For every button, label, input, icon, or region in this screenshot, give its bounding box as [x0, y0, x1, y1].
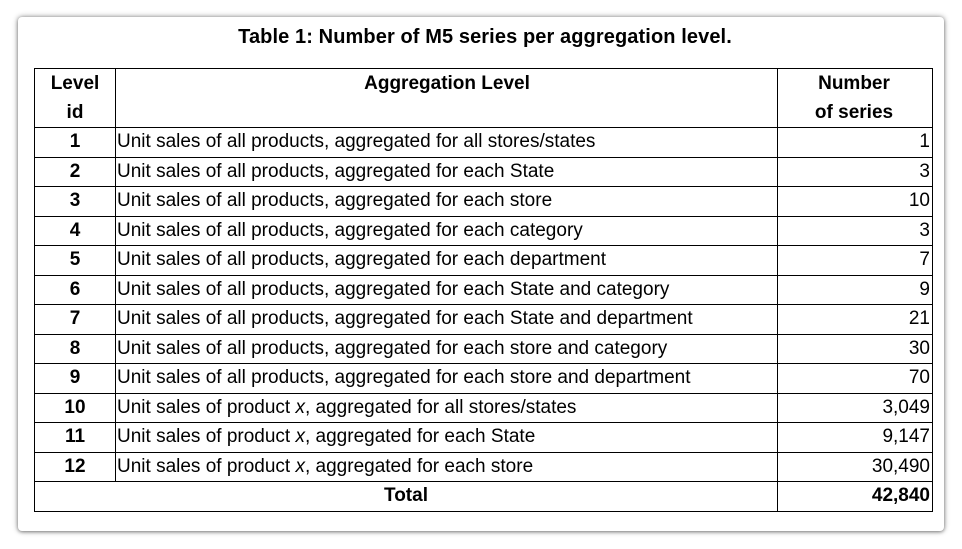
aggregation-level-cell: Unit sales of all products, aggregated f…	[115, 186, 778, 217]
table-row: 10 Unit sales of product x, aggregated fo…	[34, 392, 933, 423]
aggregation-text-suffix: , aggregated for each State	[304, 426, 536, 448]
aggregation-level-cell: Unit sales of all products, aggregated f…	[115, 363, 778, 394]
level-id-cell: 8	[34, 333, 116, 364]
series-count-cell: 1	[777, 127, 933, 158]
series-count-cell: 3	[777, 215, 933, 246]
level-id-cell: 12	[34, 451, 116, 482]
level-id-cell: 10	[34, 392, 116, 423]
aggregation-text: Unit sales of product	[117, 396, 296, 418]
aggregation-text: Unit sales of all products, aggregated f…	[117, 367, 691, 389]
level-id-cell: 7	[34, 304, 116, 335]
series-count-cell: 3,049	[777, 392, 933, 423]
series-count-cell: 3	[777, 156, 933, 187]
aggregation-text: Unit sales of all products, aggregated f…	[117, 190, 553, 212]
level-id-cell: 11	[34, 422, 116, 453]
aggregation-text-suffix: , aggregated for each store	[304, 455, 534, 477]
level-id-cell: 4	[34, 215, 116, 246]
aggregation-text: Unit sales of all products, aggregated f…	[117, 219, 583, 241]
header-level-id: Level id	[34, 68, 116, 128]
table-row: 12 Unit sales of product x, aggregated fo…	[34, 451, 933, 482]
aggregation-text: Unit sales of product	[117, 455, 296, 477]
aggregation-level-cell: Unit sales of all products, aggregated f…	[115, 274, 778, 305]
aggregation-level-cell: Unit sales of product x, aggregated for …	[115, 422, 778, 453]
level-id-cell: 3	[34, 186, 116, 217]
series-count-cell: 21	[777, 304, 933, 335]
aggregation-level-cell: Unit sales of all products, aggregated f…	[115, 215, 778, 246]
aggregation-level-cell: Unit sales of all products, aggregated f…	[115, 304, 778, 335]
aggregation-text: Unit sales of all products, aggregated f…	[117, 160, 555, 182]
table-card: Table 1: Number of M5 series per aggrega…	[18, 17, 944, 531]
product-variable: x	[295, 426, 305, 448]
header-level-line1: Level	[50, 73, 100, 94]
aggregation-text: Unit sales of all products, aggregated f…	[117, 337, 668, 359]
aggregation-level-cell: Unit sales of product x, aggregated for …	[115, 451, 778, 482]
header-row: Level id Aggregation Level Number of ser…	[34, 68, 933, 128]
level-id-cell: 6	[34, 274, 116, 305]
table-row: 11 Unit sales of product x, aggregated fo…	[34, 422, 933, 453]
table-row: 6 Unit sales of all products, aggregated …	[34, 274, 933, 305]
table-row: 7 Unit sales of all products, aggregated …	[34, 304, 933, 335]
series-count-cell: 7	[777, 245, 933, 276]
table-row: 5 Unit sales of all products, aggregated …	[34, 245, 933, 276]
table-row: 1 Unit sales of all products, aggregated …	[34, 127, 933, 158]
aggregation-level-cell: Unit sales of all products, aggregated f…	[115, 245, 778, 276]
aggregation-level-cell: Unit sales of all products, aggregated f…	[115, 333, 778, 364]
aggregation-text: Unit sales of all products, aggregated f…	[117, 278, 670, 300]
level-id-cell: 9	[34, 363, 116, 394]
header-number-of-series: Number of series	[777, 68, 933, 128]
aggregation-text: Unit sales of all products, aggregated f…	[117, 308, 693, 330]
total-label: Total	[34, 481, 778, 512]
series-count-cell: 70	[777, 363, 933, 394]
series-count-cell: 9	[777, 274, 933, 305]
aggregation-text: Unit sales of all products, aggregated f…	[117, 131, 596, 153]
table-body: 1 Unit sales of all products, aggregated …	[34, 127, 933, 482]
table-row: 9 Unit sales of all products, aggregated …	[34, 363, 933, 394]
header-aggregation-label: Aggregation Level	[364, 73, 530, 94]
series-count-cell: 10	[777, 186, 933, 217]
header-aggregation-level: Aggregation Level	[115, 68, 778, 128]
level-id-cell: 2	[34, 156, 116, 187]
table-row: 3 Unit sales of all products, aggregated …	[34, 186, 933, 217]
series-count-cell: 30,490	[777, 451, 933, 482]
header-count-line1: Number	[818, 73, 890, 94]
product-variable: x	[295, 455, 305, 477]
aggregation-level-cell: Unit sales of all products, aggregated f…	[115, 127, 778, 158]
product-variable: x	[295, 396, 305, 418]
aggregation-text-suffix: , aggregated for all stores/states	[304, 396, 577, 418]
header-count-line2: of series	[814, 102, 894, 123]
total-row: Total 42,840	[34, 481, 933, 512]
level-id-cell: 1	[34, 127, 116, 158]
aggregation-level-cell: Unit sales of product x, aggregated for …	[115, 392, 778, 423]
total-count: 42,840	[777, 481, 933, 512]
table-row: 4 Unit sales of all products, aggregated …	[34, 215, 933, 246]
level-id-cell: 5	[34, 245, 116, 276]
aggregation-text: Unit sales of product	[117, 426, 296, 448]
aggregation-text: Unit sales of all products, aggregated f…	[117, 249, 607, 271]
aggregation-table: Level id Aggregation Level Number of ser…	[34, 68, 933, 512]
series-count-cell: 30	[777, 333, 933, 364]
series-count-cell: 9,147	[777, 422, 933, 453]
aggregation-level-cell: Unit sales of all products, aggregated f…	[115, 156, 778, 187]
table-row: 2 Unit sales of all products, aggregated …	[34, 156, 933, 187]
table-caption: Table 1: Number of M5 series per aggrega…	[238, 26, 732, 48]
table-row: 8 Unit sales of all products, aggregated …	[34, 333, 933, 364]
header-level-line2: id	[66, 102, 84, 123]
